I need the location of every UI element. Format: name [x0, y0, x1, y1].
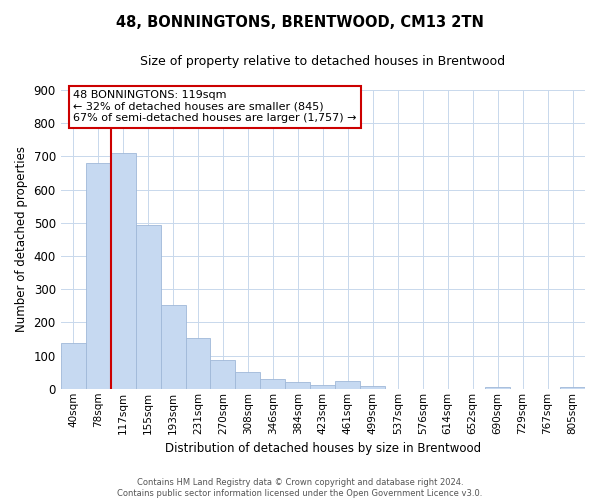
- Bar: [61, 344, 86, 389]
- Bar: [335, 382, 360, 389]
- Bar: [86, 163, 110, 389]
- Text: Contains HM Land Registry data © Crown copyright and database right 2024.
Contai: Contains HM Land Registry data © Crown c…: [118, 478, 482, 498]
- Title: Size of property relative to detached houses in Brentwood: Size of property relative to detached ho…: [140, 55, 505, 68]
- Bar: [185, 338, 211, 389]
- Bar: [560, 388, 585, 389]
- Bar: [136, 225, 161, 389]
- Bar: [211, 360, 235, 389]
- Bar: [360, 386, 385, 389]
- X-axis label: Distribution of detached houses by size in Brentwood: Distribution of detached houses by size …: [165, 442, 481, 455]
- Text: 48, BONNINGTONS, BRENTWOOD, CM13 2TN: 48, BONNINGTONS, BRENTWOOD, CM13 2TN: [116, 15, 484, 30]
- Bar: [260, 379, 286, 389]
- Bar: [161, 305, 185, 389]
- Bar: [286, 382, 310, 389]
- Text: 48 BONNINGTONS: 119sqm
← 32% of detached houses are smaller (845)
67% of semi-de: 48 BONNINGTONS: 119sqm ← 32% of detached…: [73, 90, 356, 123]
- Bar: [110, 153, 136, 389]
- Bar: [485, 387, 510, 389]
- Y-axis label: Number of detached properties: Number of detached properties: [15, 146, 28, 332]
- Bar: [235, 372, 260, 389]
- Bar: [310, 386, 335, 389]
